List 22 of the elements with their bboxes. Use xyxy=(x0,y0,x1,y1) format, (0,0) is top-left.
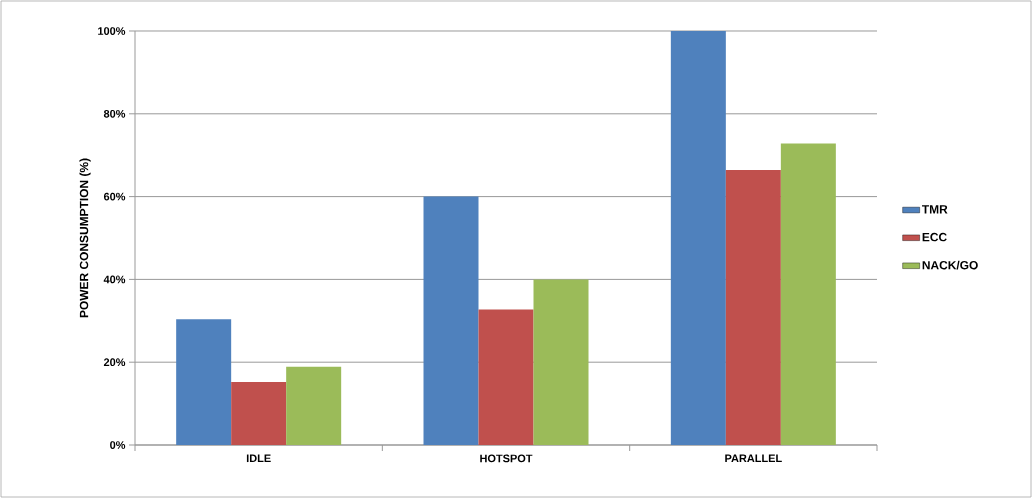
bar xyxy=(286,366,342,445)
bar xyxy=(231,382,287,445)
legend-label: TMR xyxy=(922,205,948,214)
bar xyxy=(725,170,781,445)
bar xyxy=(478,309,534,445)
bar xyxy=(176,319,232,445)
bar xyxy=(423,196,479,445)
y-axis-title: POWER CONSUMPTION (%) xyxy=(79,158,91,318)
bar xyxy=(780,143,836,445)
legend-label: NACK/GO xyxy=(922,260,978,270)
y-tick-label: 80% xyxy=(103,109,126,118)
y-tick-label: 20% xyxy=(103,358,126,367)
bar xyxy=(670,31,726,445)
x-tick-label: PARALLEL xyxy=(725,454,782,463)
y-tick-label: 100% xyxy=(98,27,126,35)
y-tick-label: 40% xyxy=(103,275,126,284)
bar xyxy=(533,279,589,445)
x-tick-label: HOTSPOT xyxy=(480,454,533,463)
legend-label: ECC xyxy=(922,232,947,242)
y-tick-label: 60% xyxy=(103,192,126,201)
y-tick-label: 0% xyxy=(110,441,126,449)
x-tick-label: IDLE xyxy=(246,454,271,463)
